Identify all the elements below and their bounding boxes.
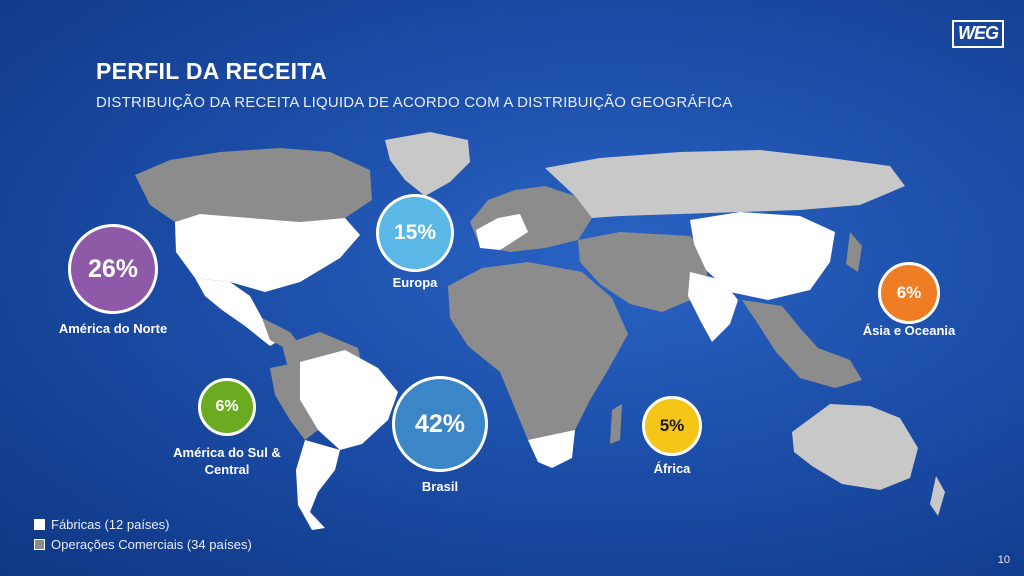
andes-shape [270,362,318,440]
south-central-america-bubble: 6% [198,378,256,436]
legend-factories: Fábricas (12 países) [34,517,170,532]
south-central-america-label: América do Sul & Central [173,445,281,477]
china-shape [690,212,835,300]
middle-east-shape [578,232,712,312]
legend-commercial-swatch [34,539,45,550]
europe-bubble: 15% [376,194,454,272]
legend-factories-swatch [34,519,45,530]
mexico-shape [195,278,280,346]
legend-commercial: Operações Comerciais (34 países) [34,537,252,552]
brazil-shape [300,350,398,450]
weg-logo: WEG [952,20,1004,48]
asia-oceania-bubble: 6% [878,262,940,324]
north-america-bubble: 26% [68,224,158,314]
australia-shape [792,404,918,490]
europe-factories-shape [476,214,528,250]
greenland-shape [385,132,470,196]
legend-factories-label: Fábricas (12 países) [51,517,170,532]
madagascar-shape [610,404,622,444]
asia-oceania-label: Ásia e Oceania [862,323,956,338]
brazil-label: Brasil [421,479,459,494]
page-title: PERFIL DA RECEITA [96,58,327,84]
legend-commercial-label: Operações Comerciais (34 países) [51,537,252,552]
europe-label: Europa [392,275,438,290]
russia-shape [545,150,905,218]
brazil-bubble: 42% [392,376,488,472]
central-america-shape [262,318,300,348]
south-africa-shape [528,430,575,468]
japan-shape [846,232,862,272]
north-america-label: América do Norte [58,321,168,336]
southeast-asia-shape [742,300,862,388]
page-subtitle: DISTRIBUIÇÃO DA RECEITA LIQUIDA DE ACORD… [96,94,733,111]
africa-bubble: 5% [642,396,702,456]
africa-label: África [653,461,691,476]
page-number: 10 [997,554,1010,566]
africa-shape [448,262,628,448]
argentina-chile-shape [296,440,340,530]
india-shape [688,272,738,342]
canada-shape [135,148,372,222]
new-zealand-shape [930,476,945,516]
usa-shape [175,214,360,292]
